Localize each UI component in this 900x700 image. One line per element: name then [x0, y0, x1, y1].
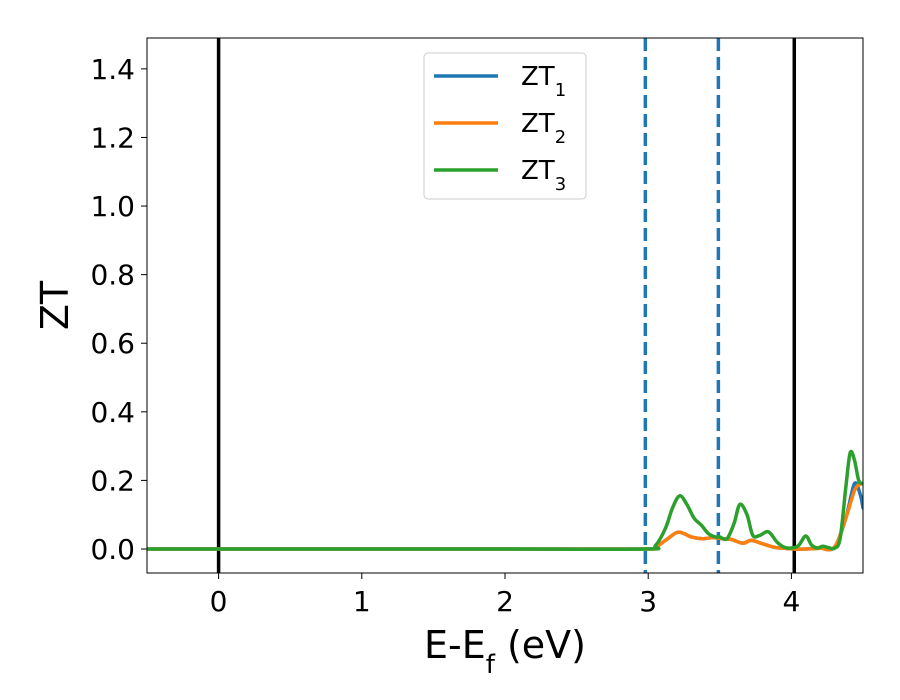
x-tick-label-2: 2: [496, 585, 514, 618]
y-tick-label-6: 1.2: [90, 121, 135, 154]
y-tick-label-4: 0.8: [90, 259, 135, 292]
plot-content: [147, 38, 863, 573]
y-tick-label-5: 1.0: [90, 190, 135, 223]
legend-label-1: ZT1: [521, 62, 566, 101]
plot-area: [147, 38, 863, 573]
y-axis-label: ZT: [33, 280, 77, 330]
legend-label-3: ZT3: [521, 156, 566, 195]
legend-box: [423, 52, 587, 200]
x-tick-label-0: 0: [210, 585, 228, 618]
y-tick-label-0: 0.0: [90, 533, 135, 566]
x-tick-label-1: 1: [353, 585, 371, 618]
y-tick-label-7: 1.4: [90, 53, 135, 86]
legend-label-2: ZT2: [521, 109, 566, 148]
y-tick-label-2: 0.4: [90, 396, 135, 429]
x-axis-label: E-Ef (eV): [424, 623, 586, 680]
x-tick-label-3: 3: [639, 585, 657, 618]
y-tick-label-1: 0.2: [90, 464, 135, 497]
x-tick-label-4: 4: [782, 585, 800, 618]
legend: ZT1 ZT2 ZT3: [423, 52, 587, 200]
series-line-2: [147, 481, 863, 552]
y-tick-label-3: 0.6: [90, 327, 135, 360]
series-line-3: [147, 449, 863, 551]
axes: 0 1 2 3 4 0.0 0.2 0.4 0.6 0.8 1.0 1.2 1.4 E-Ef (eV) ZT: [33, 37, 864, 680]
